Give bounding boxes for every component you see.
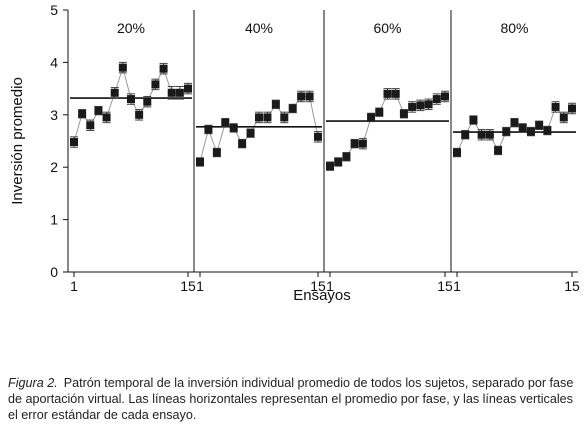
data-point: [263, 113, 272, 122]
data-point: [143, 97, 152, 106]
x-tick-label: 15: [180, 278, 196, 294]
panel-label: 80%: [500, 20, 528, 36]
x-axis-label: Ensayos: [293, 287, 351, 304]
data-point: [367, 113, 376, 122]
x-tick-label: 1: [453, 278, 461, 294]
series-line: [456, 105, 573, 153]
panel-2: 40% 1 15: [196, 20, 326, 294]
data-point: [94, 106, 103, 115]
data-point: [342, 152, 351, 161]
y-tick-label: 0: [50, 264, 58, 280]
data-point: [196, 157, 204, 166]
y-tick-label: 5: [50, 2, 58, 18]
data-point: [271, 100, 280, 109]
data-point: [391, 89, 400, 98]
data-point: [135, 110, 144, 119]
data-point: [118, 63, 127, 72]
data-point: [453, 148, 461, 157]
chart-axes: 0 1 2 3 4 5: [50, 2, 578, 280]
data-point: [526, 127, 535, 136]
data-point: [568, 104, 576, 113]
data-point: [175, 88, 184, 97]
y-tick-label: 1: [50, 212, 58, 228]
data-point: [375, 108, 384, 117]
panel-4: 80% 1 15: [453, 20, 580, 294]
data-point: [255, 113, 263, 122]
data-point: [70, 138, 78, 147]
data-point: [432, 95, 441, 104]
x-tick-label: 15: [437, 278, 453, 294]
data-point: [314, 132, 322, 141]
data-point: [297, 92, 306, 101]
data-point: [424, 100, 433, 109]
data-point: [494, 146, 503, 155]
data-point: [212, 148, 221, 157]
data-point: [305, 92, 314, 101]
data-point: [159, 64, 168, 73]
x-tick-label: 15: [564, 278, 580, 294]
data-point: [477, 130, 486, 139]
data-point: [383, 89, 392, 98]
x-tick-label: 1: [196, 278, 204, 294]
x-tick-label: 15: [310, 278, 326, 294]
data-point: [461, 130, 470, 139]
panel-label: 60%: [373, 20, 401, 36]
data-point: [485, 130, 494, 139]
y-tick-label: 3: [50, 107, 58, 123]
data-point: [551, 102, 560, 111]
y-tick-label: 4: [50, 54, 58, 70]
y-tick-label: 2: [50, 159, 58, 175]
data-point: [110, 88, 119, 97]
data-point: [102, 113, 111, 122]
caption-label: Figura 2.: [8, 376, 58, 390]
data-point: [78, 109, 87, 118]
data-point: [246, 129, 255, 138]
data-point: [334, 157, 343, 166]
data-point: [510, 118, 519, 127]
data-point: [86, 121, 95, 130]
data-point: [535, 121, 544, 130]
data-point: [238, 139, 247, 148]
panel-3: 60% 1 15: [326, 20, 453, 294]
y-axis-label: Inversión promedio: [9, 77, 26, 205]
data-point: [326, 162, 334, 171]
panel-label: 20%: [117, 20, 145, 36]
data-point: [469, 116, 478, 125]
data-point: [350, 139, 359, 148]
data-point: [358, 139, 367, 148]
data-point: [288, 104, 297, 113]
panel-label: 40%: [245, 20, 273, 36]
data-point: [167, 88, 176, 97]
data-point: [416, 101, 425, 110]
x-tick-label: 1: [326, 278, 334, 294]
data-point: [399, 109, 408, 118]
data-point: [408, 102, 417, 111]
data-point: [502, 127, 511, 136]
figure-caption: Figura 2. Patrón temporal de la inversión…: [8, 375, 578, 423]
caption-text: Patrón temporal de la inversión individu…: [8, 376, 574, 422]
data-point: [559, 113, 568, 122]
data-point: [543, 126, 552, 135]
data-point: [518, 123, 527, 132]
data-point: [184, 84, 192, 93]
panel-1: 20% 1 15: [70, 20, 196, 294]
data-point: [229, 123, 238, 132]
data-point: [127, 95, 135, 104]
data-point: [151, 80, 160, 89]
x-tick-label: 1: [70, 278, 78, 294]
data-point: [280, 113, 289, 122]
data-point: [441, 92, 449, 101]
data-point: [221, 118, 230, 127]
data-point: [204, 125, 213, 134]
